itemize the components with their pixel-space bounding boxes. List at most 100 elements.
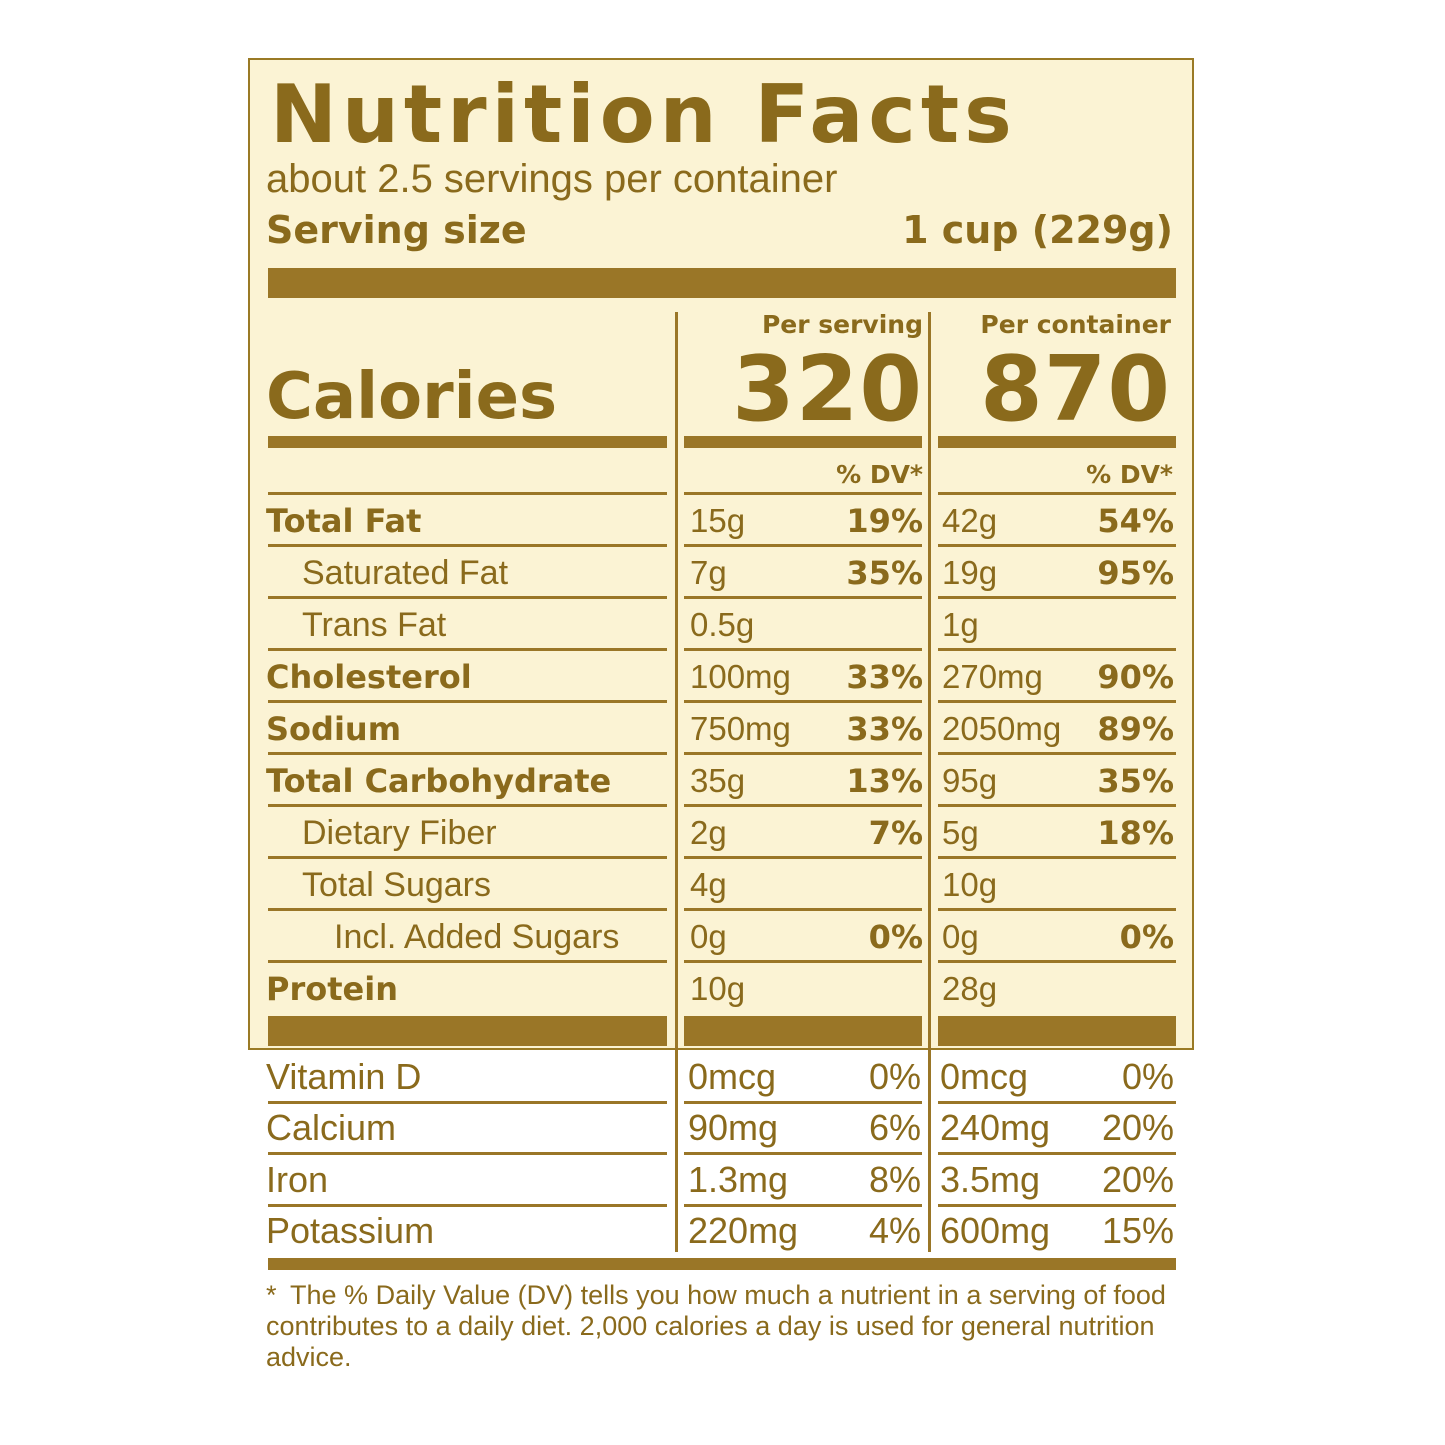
- footnote-marker: *: [266, 1280, 277, 1310]
- dv-header-serving: % DV*: [836, 460, 923, 489]
- calories-per-serving: 320: [732, 337, 923, 442]
- rule-row-4-2: [938, 700, 1176, 703]
- rule-row-8-1: [684, 908, 922, 911]
- rule-row-7-2: [938, 856, 1176, 859]
- serving-dv: 35%: [846, 554, 923, 592]
- rule-vit-0-0: [268, 1101, 667, 1104]
- vitamin-label: Vitamin D: [266, 1056, 422, 1097]
- rule-row-9-0: [268, 960, 667, 963]
- container-dv: 18%: [1097, 814, 1174, 852]
- container-amount: 95g: [942, 762, 998, 799]
- rule-row-3-0: [268, 648, 667, 651]
- label-title: Nutrition Facts: [270, 68, 1017, 161]
- servings-per-container: about 2.5 servings per container: [266, 157, 838, 201]
- rule-vit-2-2: [938, 1204, 1176, 1207]
- container-dv: 90%: [1097, 658, 1174, 696]
- rule-row-8-2: [938, 908, 1176, 911]
- container-amount: 28g: [942, 970, 998, 1007]
- rule-row-4-1: [684, 700, 922, 703]
- rule-vit-1-1: [684, 1152, 922, 1155]
- serving-dv: 33%: [846, 710, 923, 748]
- container-amount: 270mg: [942, 658, 1043, 695]
- rule-vit-1-0: [268, 1152, 667, 1155]
- container-dv: 54%: [1097, 502, 1174, 540]
- nutrient-label: Cholesterol: [266, 658, 472, 696]
- nutrient-label: Saturated Fat: [302, 554, 509, 592]
- column-divider-2: [928, 312, 931, 1252]
- rule-row-4-0: [268, 700, 667, 703]
- rule-row-9-2: [938, 960, 1176, 963]
- vitamin-label: Potassium: [266, 1210, 435, 1251]
- container-dv: 95%: [1097, 554, 1174, 592]
- rule-row-3-2: [938, 648, 1176, 651]
- rule-vit-1-2: [938, 1152, 1176, 1155]
- rule-row-0-0: [268, 492, 667, 495]
- serving-dv: 13%: [846, 762, 923, 800]
- serving-dv: 7%: [868, 814, 923, 852]
- rule-row-1-0: [268, 544, 667, 547]
- vitamin-serving-amount: 0mcg: [688, 1056, 777, 1097]
- thick-divider-top: [268, 268, 1176, 298]
- serving-amount: 750mg: [690, 710, 791, 747]
- vitamin-label: Calcium: [266, 1107, 397, 1148]
- nutrient-label: Total Fat: [266, 502, 422, 540]
- vitamin-serving-dv: 0%: [868, 1056, 921, 1097]
- per-container-header: Per container: [980, 310, 1171, 339]
- nutrient-label: Sodium: [266, 710, 402, 748]
- vitamin-serving-dv: 4%: [868, 1210, 921, 1251]
- rule-row-1-1: [684, 544, 922, 547]
- vitamin-container-dv: 0%: [1121, 1056, 1174, 1097]
- vitamin-container-dv: 20%: [1101, 1107, 1174, 1148]
- vitamin-container-amount: 3.5mg: [940, 1159, 1041, 1200]
- rule-row-1-2: [938, 544, 1176, 547]
- dv-header-container: % DV*: [1086, 460, 1173, 489]
- vitamin-bar-label: [268, 1016, 667, 1046]
- vitamin-bar-serving: [684, 1016, 922, 1046]
- container-dv: 89%: [1097, 710, 1174, 748]
- vitamin-container-dv: 20%: [1101, 1159, 1174, 1200]
- nutrient-label: Total Carbohydrate: [266, 762, 612, 800]
- serving-amount: 10g: [690, 970, 746, 1007]
- rule-row-0-2: [938, 492, 1176, 495]
- serving-amount: 35g: [690, 762, 746, 799]
- vitamin-container-amount: 0mcg: [940, 1056, 1029, 1097]
- vitamin-label: Iron: [266, 1159, 329, 1200]
- serving-amount: 100mg: [690, 658, 791, 695]
- bottom-bar: [268, 1258, 1176, 1270]
- serving-amount: 2g: [690, 814, 727, 851]
- serving-amount: 0.5g: [690, 606, 755, 643]
- container-amount: 19g: [942, 554, 998, 591]
- rule-row-5-1: [684, 752, 922, 755]
- nutrition-label: [248, 58, 1194, 1050]
- rule-row-5-0: [268, 752, 667, 755]
- serving-amount: 0g: [690, 918, 727, 955]
- serving-dv: 33%: [846, 658, 923, 696]
- vitamin-serving-amount: 90mg: [688, 1107, 779, 1148]
- rule-row-6-2: [938, 804, 1176, 807]
- footnote: * The % Daily Value (DV) tells you how m…: [266, 1280, 1176, 1373]
- rule-row-7-1: [684, 856, 922, 859]
- vitamin-serving-amount: 220mg: [688, 1210, 799, 1251]
- rule-vit-0-2: [938, 1101, 1176, 1104]
- container-dv: 0%: [1119, 918, 1174, 956]
- nutrient-label: Dietary Fiber: [302, 814, 497, 852]
- rule-vit-0-1: [684, 1101, 922, 1104]
- container-amount: 10g: [942, 866, 998, 903]
- rule-row-5-2: [938, 752, 1176, 755]
- container-amount: 0g: [942, 918, 979, 955]
- calories-bar-container: [938, 436, 1176, 448]
- serving-amount: 7g: [690, 554, 727, 591]
- footnote-text: The % Daily Value (DV) tells you how muc…: [266, 1280, 1166, 1372]
- column-divider-1: [675, 312, 678, 1252]
- vitamin-serving-amount: 1.3mg: [688, 1159, 789, 1200]
- rule-row-2-2: [938, 596, 1176, 599]
- container-amount: 2050mg: [942, 710, 1062, 747]
- container-dv: 35%: [1097, 762, 1174, 800]
- vitamin-bar-container: [938, 1016, 1176, 1046]
- serving-size-label: Serving size: [266, 208, 527, 252]
- serving-amount: 4g: [690, 866, 727, 903]
- serving-amount: 15g: [690, 502, 746, 539]
- rule-row-2-1: [684, 596, 922, 599]
- rule-row-3-1: [684, 648, 922, 651]
- rule-row-9-1: [684, 960, 922, 963]
